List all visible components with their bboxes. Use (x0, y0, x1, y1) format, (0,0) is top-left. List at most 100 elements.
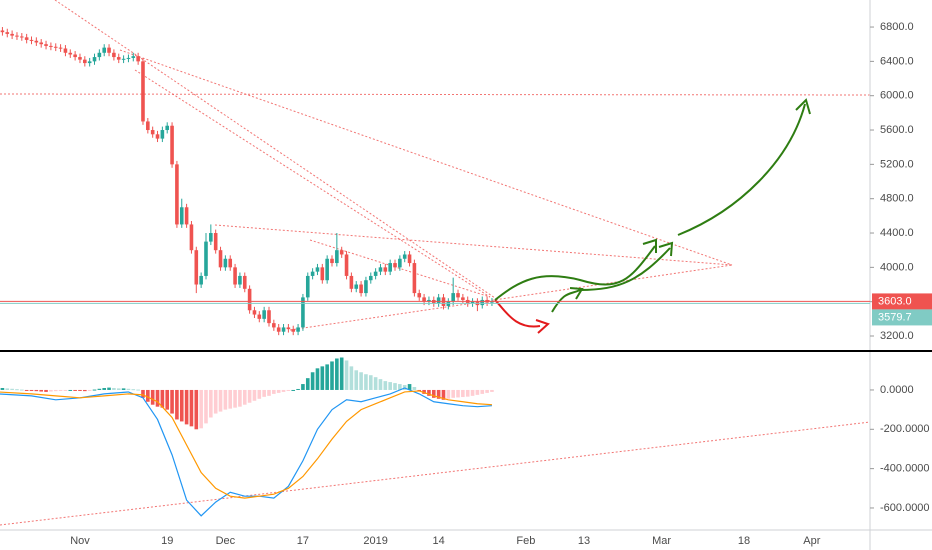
candle-body (170, 125, 174, 165)
histogram-bar (310, 372, 315, 390)
histogram-bar (136, 389, 140, 391)
candle-body (107, 47, 111, 53)
candle-body (436, 297, 441, 304)
histogram-bar (34, 389, 39, 392)
candle-body (320, 267, 325, 281)
candle-body (68, 52, 73, 55)
histogram-bar (233, 389, 237, 408)
candle-body (136, 56, 140, 62)
histogram-bar (262, 389, 266, 397)
y-tick-label: -200.0000 (880, 423, 930, 435)
arrow-head (535, 319, 550, 334)
candle-body (242, 275, 247, 289)
histogram-bar (398, 384, 402, 390)
histogram-bar (107, 387, 111, 390)
x-tick-label: Feb (516, 535, 535, 547)
histogram-bar (388, 382, 392, 390)
candle-body (49, 45, 53, 47)
price-marker-label: 3579.7 (878, 311, 912, 323)
candle-body (407, 254, 412, 264)
y-tick-label: 4400.0 (880, 227, 914, 239)
y-tick-label: 6400.0 (880, 55, 914, 67)
candle-body (461, 297, 465, 300)
candle-body (165, 125, 170, 131)
candle-body (291, 329, 296, 332)
histogram-bar (446, 389, 451, 399)
histogram-bar (116, 388, 121, 390)
trend-line (54, 0, 496, 299)
histogram-bar (189, 389, 194, 427)
candle-body (388, 263, 392, 272)
candle-body (272, 323, 276, 328)
candle-body (29, 39, 34, 41)
histogram-bar (427, 389, 431, 396)
arrow-head (658, 241, 674, 257)
histogram-bar (53, 389, 58, 392)
histogram-bar (368, 375, 373, 390)
arrow (494, 245, 656, 301)
histogram-bar (112, 387, 116, 390)
candle-body (267, 310, 271, 324)
candle-body (97, 52, 102, 58)
histogram-bar (179, 389, 184, 422)
histogram-bar (490, 389, 494, 392)
histogram-bar (20, 389, 24, 391)
candle-body (422, 297, 426, 302)
candle-body (24, 37, 29, 40)
candle-body (398, 258, 402, 268)
price-marker (872, 309, 932, 326)
histogram-bar (296, 388, 300, 390)
candle-body (480, 299, 485, 306)
histogram-bar (422, 389, 426, 394)
y-tick-label: 6000.0 (880, 90, 914, 102)
histogram-bar (73, 389, 77, 391)
histogram-bar (78, 389, 82, 391)
histogram-bar (267, 389, 271, 396)
histogram-bar (141, 389, 145, 398)
histogram-bar (150, 389, 155, 405)
histogram-bar (383, 381, 388, 390)
candle-body (78, 57, 82, 60)
candle-body (131, 56, 136, 58)
candle-body (189, 224, 194, 251)
candle-body (402, 254, 407, 259)
histogram-bar (184, 389, 189, 425)
candle-body (305, 275, 310, 298)
candle-body (451, 293, 455, 302)
candle-body (121, 58, 126, 60)
candle-body (359, 284, 363, 294)
candle-body (262, 310, 266, 319)
histogram-bar (436, 389, 441, 399)
candle-body (218, 250, 223, 268)
histogram-bar (451, 389, 455, 398)
histogram-bar (194, 389, 199, 430)
histogram-bar (160, 389, 165, 408)
candle-body (175, 164, 179, 225)
candle-body (20, 36, 24, 38)
histogram-bar (15, 389, 19, 391)
arrow (677, 103, 806, 236)
candle-body (325, 258, 329, 281)
histogram-bar (49, 389, 53, 392)
histogram-bar (10, 388, 14, 390)
x-tick-label: 2019 (363, 535, 387, 547)
histogram-bar (461, 389, 465, 398)
trend-line (309, 239, 491, 298)
arrow (551, 289, 581, 313)
histogram-bar (364, 374, 368, 390)
histogram-bar (431, 389, 436, 398)
histogram-bar (291, 389, 296, 391)
histogram-bar (325, 364, 329, 390)
candle-body (247, 288, 252, 311)
histogram-bar (354, 370, 359, 390)
candle-body (223, 258, 228, 268)
histogram-bar (83, 389, 87, 392)
candle-body (296, 327, 300, 332)
histogram-bar (228, 389, 233, 409)
candle-body (470, 301, 475, 304)
histogram-bar (301, 384, 305, 390)
histogram-bar (485, 389, 489, 393)
y-tick-label: 4000.0 (880, 261, 914, 273)
y-tick-label: 4800.0 (880, 193, 914, 205)
